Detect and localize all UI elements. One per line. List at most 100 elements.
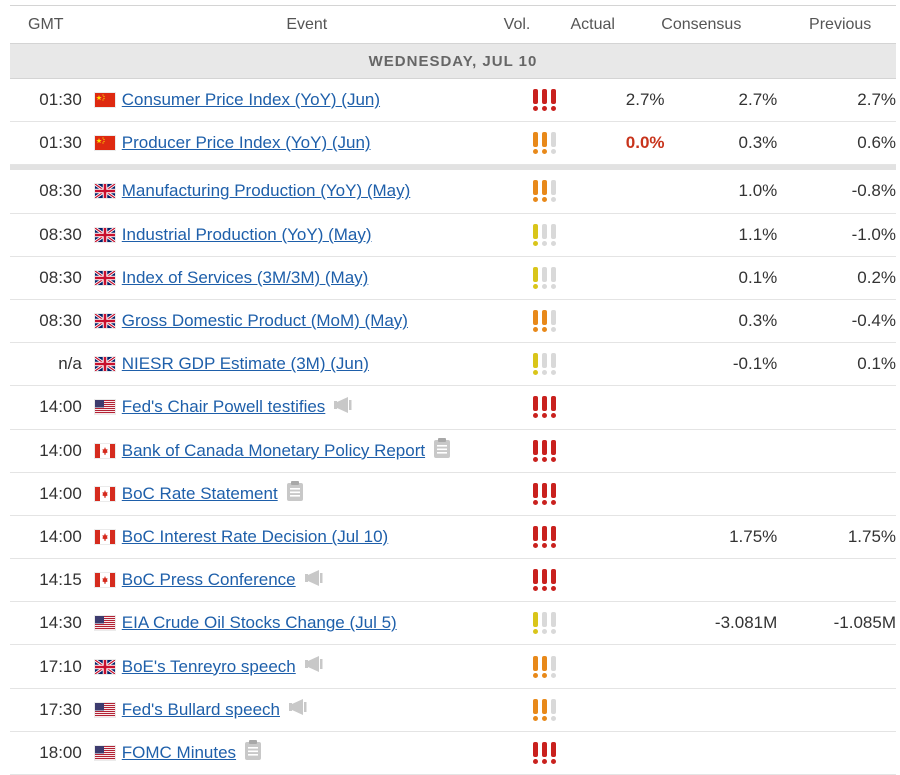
table-row: 14:15 BoC Press Conference — [10, 559, 896, 603]
event-link[interactable]: Gross Domestic Product (MoM) (May) — [121, 311, 408, 331]
table-row: 14:00 Bank of Canada Monetary Policy Repo… — [10, 430, 896, 473]
previous-value: -1.085M — [833, 613, 897, 633]
volatility-indicator — [515, 482, 575, 505]
event-link[interactable]: BoC Interest Rate Decision (Jul 10) — [121, 526, 389, 546]
event-cell: BoC Rate Statement — [122, 481, 515, 506]
table-row: 14:30 EIA Crude Oil Stocks Change (Jul 5)… — [10, 602, 897, 646]
event-time: 14:00 — [39, 440, 82, 460]
header-vol: Vol. — [503, 15, 531, 33]
header-gmt: GMT — [28, 15, 64, 33]
table-row: 01:30 Consumer Price Index (YoY) (Jun) 2.7… — [10, 79, 896, 123]
event-time: 14:00 — [39, 526, 82, 546]
event-link[interactable]: Fed's Bullard speech — [121, 699, 280, 719]
volatility-mark — [532, 525, 539, 548]
country-flag-icon — [88, 486, 122, 501]
country-flag-icon — [88, 314, 122, 329]
volatility-mark — [541, 89, 548, 112]
volatility-indicator — [515, 353, 575, 376]
previous-value: -0.8% — [851, 181, 897, 201]
volatility-mark — [532, 482, 539, 505]
consensus-value: 1.75% — [729, 526, 778, 546]
volatility-mark — [541, 655, 548, 678]
volatility-mark — [532, 439, 539, 462]
volatility-mark — [541, 223, 548, 246]
volatility-mark — [532, 396, 539, 419]
previous-value: -0.4% — [851, 311, 897, 331]
event-link[interactable]: Manufacturing Production (YoY) (May) — [121, 181, 411, 201]
volatility-mark — [550, 655, 557, 678]
volatility-mark — [532, 612, 539, 635]
event-time: 17:30 — [39, 699, 82, 719]
volatility-mark — [550, 353, 557, 376]
volatility-indicator — [515, 223, 575, 246]
volatility-mark — [541, 698, 548, 721]
event-link[interactable]: FOMC Minutes — [121, 742, 237, 762]
volatility-indicator — [515, 396, 575, 419]
volatility-indicator — [515, 132, 575, 155]
previous-value: 0.1% — [857, 354, 897, 374]
event-time: 08:30 — [39, 224, 82, 244]
volatility-mark — [550, 482, 557, 505]
actual-value: 0.0% — [625, 133, 665, 153]
event-time: 14:30 — [39, 613, 82, 633]
megaphone-icon — [288, 698, 308, 721]
volatility-mark — [550, 89, 557, 112]
header-consensus: Consensus — [661, 15, 742, 33]
previous-value: 1.75% — [847, 526, 897, 546]
volatility-mark — [532, 741, 539, 764]
volatility-mark — [541, 396, 548, 419]
event-link[interactable]: BoC Rate Statement — [121, 483, 278, 503]
event-link[interactable]: Producer Price Index (YoY) (Jun) — [121, 133, 371, 153]
consensus-value: 1.1% — [738, 224, 778, 244]
economic-calendar: GMT Event Vol. Actual Consensus Previous… — [10, 5, 896, 775]
volatility-mark — [532, 655, 539, 678]
event-time: 08:30 — [39, 311, 82, 331]
volatility-mark — [541, 525, 548, 548]
megaphone-icon — [333, 396, 353, 419]
actual-value: 2.7% — [625, 90, 665, 110]
event-link[interactable]: Consumer Price Index (YoY) (Jun) — [121, 90, 381, 110]
table-row: n/a NIESR GDP Estimate (3M) (Jun) -0.1% 0.1… — [10, 343, 897, 387]
table-row: 18:00 FOMC Minutes — [10, 732, 896, 775]
consensus-value: -0.1% — [732, 354, 778, 374]
event-link[interactable]: Industrial Production (YoY) (May) — [121, 224, 372, 244]
consensus-value: 0.3% — [738, 311, 778, 331]
country-flag-icon — [88, 745, 122, 760]
country-flag-icon — [88, 400, 122, 415]
volatility-mark — [550, 266, 557, 289]
volatility-mark — [532, 180, 539, 203]
country-flag-icon — [88, 184, 122, 199]
event-time: 08:30 — [39, 267, 82, 287]
event-time: 14:00 — [39, 397, 82, 417]
volatility-mark — [550, 180, 557, 203]
volatility-mark — [541, 439, 548, 462]
event-link[interactable]: Fed's Chair Powell testifies — [121, 397, 326, 417]
volatility-mark — [550, 223, 557, 246]
volatility-mark — [550, 569, 557, 592]
country-flag-icon — [88, 529, 122, 544]
event-link[interactable]: NIESR GDP Estimate (3M) (Jun) — [121, 354, 369, 374]
country-flag-icon — [88, 136, 122, 151]
event-link[interactable]: BoE's Tenreyro speech — [121, 656, 296, 676]
volatility-mark — [550, 741, 557, 764]
country-flag-icon — [88, 573, 122, 588]
event-link[interactable]: Index of Services (3M/3M) (May) — [121, 267, 369, 287]
volatility-mark — [550, 132, 557, 155]
volatility-indicator — [515, 266, 575, 289]
table-header: GMT Event Vol. Actual Consensus Previous — [10, 5, 896, 44]
header-previous: Previous — [809, 15, 872, 33]
event-cell: Consumer Price Index (YoY) (Jun) — [122, 90, 515, 110]
report-icon — [286, 481, 304, 506]
consensus-value: -3.081M — [714, 613, 778, 633]
event-link[interactable]: EIA Crude Oil Stocks Change (Jul 5) — [121, 613, 397, 633]
event-link[interactable]: BoC Press Conference — [121, 570, 296, 590]
table-row: 08:30 Industrial Production (YoY) (May) 1.… — [10, 214, 896, 257]
event-time: 18:00 — [39, 742, 82, 762]
volatility-mark — [532, 569, 539, 592]
event-cell: Fed's Chair Powell testifies — [122, 396, 515, 419]
volatility-mark — [550, 439, 557, 462]
day-header: WEDNESDAY, JUL 10 — [10, 44, 896, 79]
header-event: Event — [286, 15, 328, 33]
volatility-mark — [550, 612, 557, 635]
event-link[interactable]: Bank of Canada Monetary Policy Report — [121, 440, 426, 460]
